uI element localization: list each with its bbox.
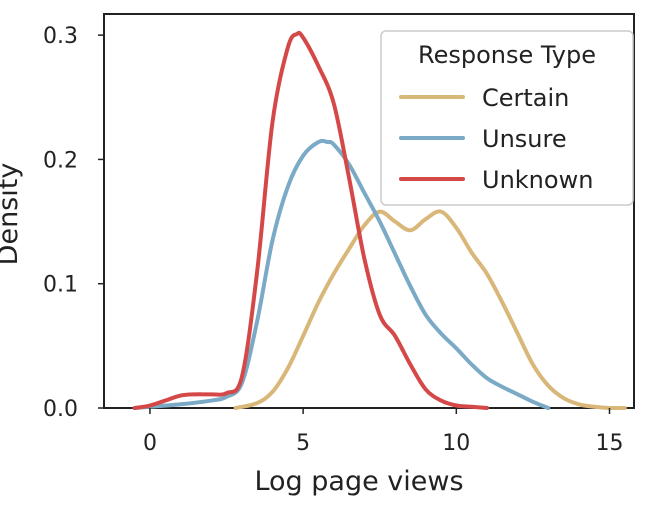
x-tick-label: 15 (595, 431, 623, 456)
legend: Response Type Certain Unsure Unknown (380, 30, 634, 206)
x-axis-label: Log page views (254, 466, 463, 497)
x-tick-label: 10 (442, 431, 470, 456)
legend-entry-label: Unknown (482, 166, 593, 194)
legend-entry-label: Certain (482, 84, 569, 112)
axes-group: 0 5 10 15 0.0 0.1 0.2 0.3 Log page views Density (0, 24, 623, 497)
plot-frame (103, 13, 635, 409)
legend-title: Response Type (418, 41, 596, 69)
y-tick-label: 0.0 (43, 397, 78, 422)
plot-frame-group (103, 13, 635, 409)
series-line-unknown (132, 30, 489, 410)
y-tick-label: 0.1 (43, 273, 78, 298)
series-group (132, 30, 627, 410)
series-line-certain (233, 209, 627, 410)
legend-entry-label: Unsure (482, 125, 567, 153)
y-axis-label: Density (0, 163, 24, 266)
y-tick-label: 0.3 (43, 24, 78, 49)
y-tick-label: 0.2 (43, 148, 78, 173)
legend-box (380, 30, 634, 206)
x-tick-label: 5 (296, 431, 310, 456)
x-tick-label: 0 (143, 431, 157, 456)
